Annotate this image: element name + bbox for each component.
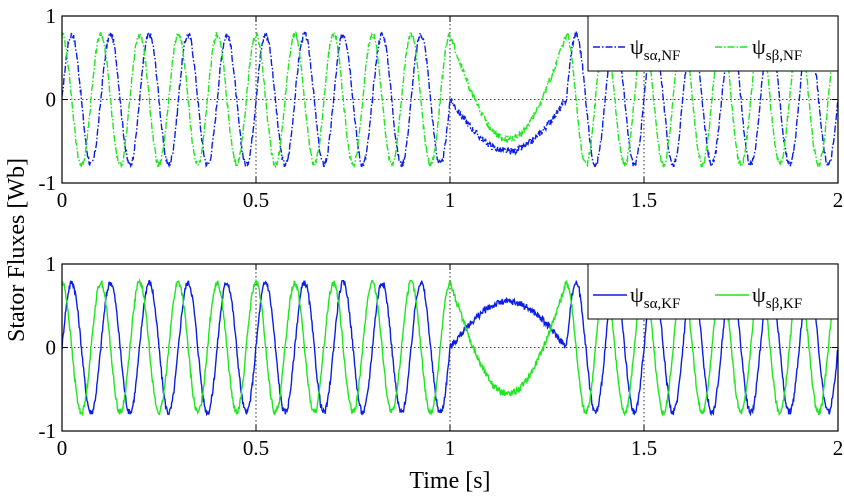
y-axis-label: Stator Fluxes [Wb] — [4, 158, 30, 342]
series-line-skf — [62, 278, 838, 417]
x-tick-label: 0.5 — [243, 436, 269, 460]
y-tick-label: -1 — [39, 419, 57, 443]
legend-subscript: sβ,NF — [766, 48, 802, 64]
x-axis-label: Time [s] — [409, 468, 490, 494]
legend-symbol: ψ — [630, 282, 644, 307]
x-tick-label: 2 — [833, 188, 844, 212]
legend-subscript: sα,KF — [644, 296, 681, 312]
series-line-snf — [62, 30, 838, 169]
y-tick-label: -1 — [39, 171, 57, 195]
legend-symbol: ψ — [752, 34, 766, 59]
x-tick-label: 0 — [57, 188, 68, 212]
series-line-skf — [62, 279, 838, 417]
x-tick-label: 1 — [445, 436, 456, 460]
legend-label: ψsβ,NF — [752, 34, 802, 64]
y-tick-label: 1 — [46, 252, 57, 276]
series-line-snf — [62, 30, 838, 169]
x-tick-label: 1 — [445, 188, 456, 212]
y-tick-label: 0 — [46, 88, 57, 112]
legend: ψsα,NF ψsβ,NF — [587, 15, 839, 72]
legend-label: ψsα,NF — [630, 34, 680, 64]
legend-box — [587, 15, 839, 72]
x-tick-label: 1.5 — [631, 188, 657, 212]
x-tick-label: 0.5 — [243, 188, 269, 212]
x-tick-label: 2 — [833, 436, 844, 460]
legend-symbol: ψ — [630, 34, 644, 59]
legend-box — [587, 263, 839, 320]
legend: ψsα,KF ψsβ,KF — [587, 263, 839, 320]
legend-symbol: ψ — [752, 282, 766, 307]
legend-subscript: sα,NF — [644, 48, 681, 64]
y-tick-label: 0 — [46, 336, 57, 360]
legend-label: ψsβ,KF — [752, 282, 802, 312]
x-tick-label: 0 — [57, 436, 68, 460]
legend-subscript: sβ,KF — [766, 296, 802, 312]
x-tick-label: 1.5 — [631, 436, 657, 460]
y-tick-label: 1 — [46, 4, 57, 28]
legend-label: ψsα,KF — [630, 282, 680, 312]
